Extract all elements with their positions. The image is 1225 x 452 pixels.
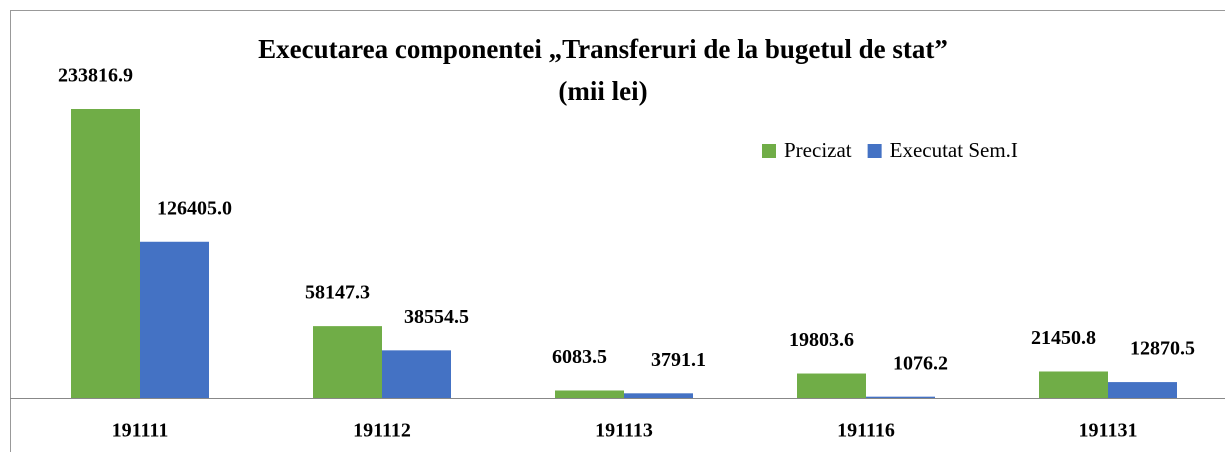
bar: [624, 393, 693, 398]
data-label: 21450.8: [1031, 327, 1096, 349]
data-label: 1076.2: [893, 352, 948, 374]
data-label: 6083.5: [552, 346, 607, 368]
bar: [555, 390, 624, 398]
bar: [382, 350, 451, 398]
data-label: 12870.5: [1130, 338, 1195, 360]
bar: [1108, 382, 1177, 398]
bar: [71, 109, 140, 398]
x-tick-label: 191131: [1079, 420, 1138, 442]
chart-subtitle: (mii lei): [558, 76, 647, 106]
x-tick-label: 191113: [595, 420, 653, 442]
bar: [1039, 371, 1108, 398]
data-label: 58147.3: [305, 282, 370, 304]
legend-label: Executat Sem.I: [890, 138, 1018, 162]
x-tick-label: 191112: [353, 420, 411, 442]
data-label: 3791.1: [651, 349, 706, 371]
legend-swatch: [867, 144, 882, 158]
data-label: 38554.5: [404, 306, 469, 328]
bar: [797, 373, 866, 398]
data-label: 233816.9: [58, 65, 133, 87]
bar: [866, 396, 935, 398]
bar: [140, 241, 209, 398]
chart-frame: [10, 10, 1225, 452]
x-tick-label: 191111: [112, 420, 169, 442]
data-label: 126405.0: [157, 197, 232, 219]
chart-title: Executarea componentei „Transferuri de l…: [258, 34, 948, 64]
data-label: 19803.6: [789, 329, 854, 351]
legend-label: Precizat: [784, 138, 852, 162]
legend-swatch: [762, 144, 776, 158]
bar: [313, 326, 382, 398]
x-tick-label: 191116: [837, 420, 895, 442]
